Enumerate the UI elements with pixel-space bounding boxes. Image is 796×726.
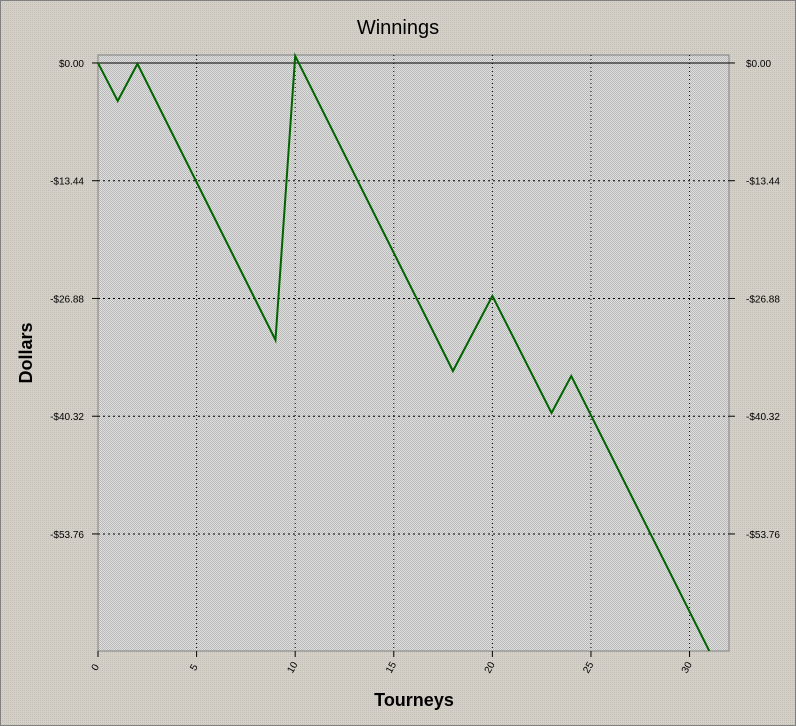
y2-tick-label: -$40.32 xyxy=(746,412,780,423)
x-tick-label: 25 xyxy=(581,660,596,676)
x-tick-label: 15 xyxy=(384,660,399,676)
x-tick-label: 10 xyxy=(285,660,300,676)
y2-tick-label: -$13.44 xyxy=(746,177,780,188)
x-tick-label: 30 xyxy=(680,660,695,676)
plot-area xyxy=(97,54,730,652)
y-tick-label: -$53.76 xyxy=(50,530,84,541)
chart-title: Winnings xyxy=(357,17,439,39)
x-tick-label: 20 xyxy=(483,660,498,676)
x-axis-title: Tourneys xyxy=(374,690,454,710)
y2-tick-label: -$53.76 xyxy=(746,530,780,541)
y-tick-label: -$40.32 xyxy=(50,412,84,423)
line-series xyxy=(97,52,711,652)
y-tick-label: $0.00 xyxy=(59,59,84,70)
y2-tick-label: $0.00 xyxy=(746,59,771,70)
x-tick-label: 0 xyxy=(90,662,103,673)
y2-tick-label: -$26.88 xyxy=(746,294,780,305)
y-axis-title: Dollars xyxy=(16,322,36,383)
x-tick-label: 5 xyxy=(188,662,201,673)
y-tick-label: -$26.88 xyxy=(50,294,84,305)
y-tick-label: -$13.44 xyxy=(50,177,84,188)
